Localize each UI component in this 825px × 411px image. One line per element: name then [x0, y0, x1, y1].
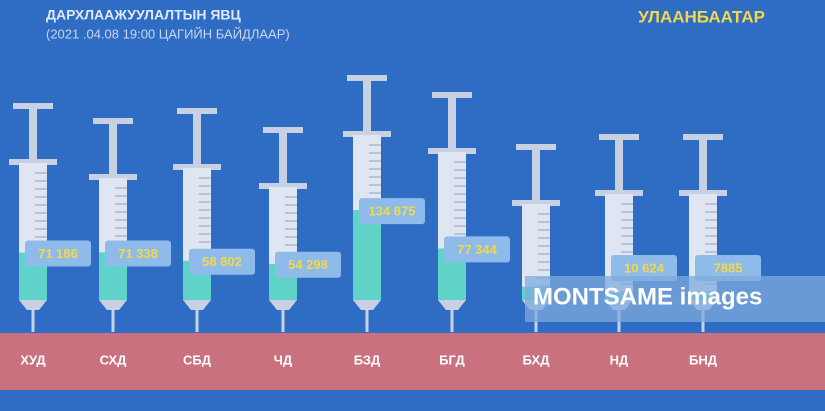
x-tick-label: ЧД [274, 352, 293, 367]
plunger-rod [532, 150, 540, 204]
value-label-box [359, 198, 425, 225]
value-label-box [275, 251, 341, 278]
value-label: 134 875 [369, 204, 416, 219]
x-tick-label: НД [610, 352, 629, 367]
x-tick-label: БНД [689, 352, 718, 367]
watermark-box [525, 276, 825, 322]
syringe-flange [428, 148, 476, 154]
plunger-handle [177, 108, 217, 114]
chart-subtitle: (2021 .04.08 19:00 ЦАГИЙН БАЙДЛААР) [46, 26, 290, 41]
syringe-flange [595, 190, 643, 196]
syringe-flange [9, 159, 57, 165]
value-label-box [444, 236, 510, 263]
x-tick-label: ХУД [20, 352, 46, 367]
plunger-rod [448, 98, 456, 152]
syringe-flange [259, 183, 307, 189]
value-label-box [105, 240, 171, 267]
x-tick-label: СХД [100, 352, 128, 367]
syringe-tip [99, 300, 127, 310]
plunger-rod [279, 133, 287, 187]
plunger-handle [347, 75, 387, 81]
plunger-handle [516, 144, 556, 150]
plunger-rod [363, 81, 371, 135]
plunger-handle [432, 92, 472, 98]
value-label: 54 298 [288, 257, 328, 272]
syringe-flange [343, 131, 391, 137]
value-label-box [25, 240, 91, 267]
plunger-rod [615, 140, 623, 194]
value-label: 71 338 [118, 246, 158, 261]
syringe-tip [353, 300, 381, 310]
chart-title: ДАРХЛААЖУУЛАЛТЫН ЯВЦ [46, 7, 242, 23]
syringe-tip [19, 300, 47, 310]
plunger-rod [29, 109, 37, 163]
plunger-rod [193, 114, 201, 168]
value-label: 58 802 [202, 254, 242, 269]
plunger-rod [109, 124, 117, 178]
x-tick-label: БГД [439, 352, 465, 367]
syringe-flange [173, 164, 221, 170]
value-label: 71 186 [38, 246, 78, 261]
x-tick-label: БЗД [354, 352, 381, 367]
value-label: 7885 [714, 260, 743, 275]
watermark: MONTSAME images [533, 283, 762, 310]
x-tick-label: БХД [523, 352, 551, 367]
syringe-flange [89, 174, 137, 180]
plunger-handle [13, 103, 53, 109]
value-label-box [611, 255, 677, 281]
syringe-tip [269, 300, 297, 310]
x-tick-label: СБД [183, 352, 212, 367]
value-label-box [695, 255, 761, 281]
plunger-handle [93, 118, 133, 124]
bar [353, 210, 381, 300]
value-label-box [189, 248, 255, 275]
value-label: 77 344 [457, 242, 498, 257]
plunger-rod [699, 140, 707, 194]
plunger-handle [599, 134, 639, 140]
syringe-flange [512, 200, 560, 206]
value-label: 10 624 [624, 260, 665, 275]
plunger-handle [683, 134, 723, 140]
syringe-tip [183, 300, 211, 310]
plunger-handle [263, 127, 303, 133]
syringe-flange [679, 190, 727, 196]
syringe-tip [438, 300, 466, 310]
category-band [0, 333, 825, 390]
region-label: УЛААНБААТАР [638, 7, 765, 26]
